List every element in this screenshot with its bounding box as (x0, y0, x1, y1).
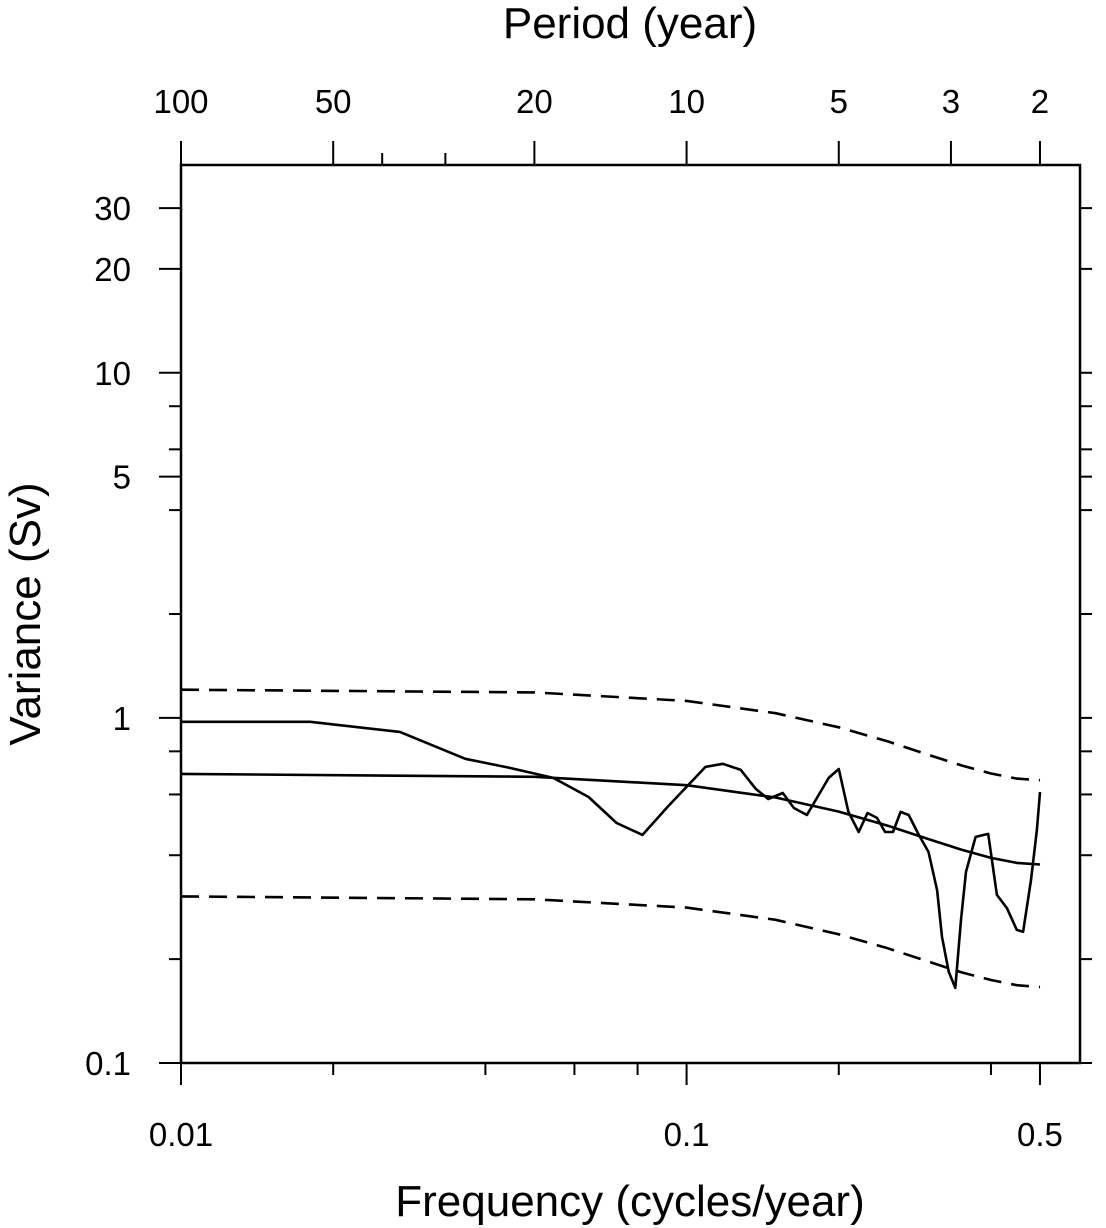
y-tick-label: 1 (113, 700, 131, 737)
y-tick-label: 30 (94, 190, 131, 227)
top-tick-label: 50 (315, 83, 352, 120)
spectrum-line (181, 720, 1042, 990)
y-axis-title: Variance (Sv) (1, 482, 50, 745)
plot-frame (179, 163, 1082, 1065)
axis-ticks: 0.01 0.1 0.5 100 50 20 10 5 3 2 0.1 1 5 10 20 30 (85, 83, 1092, 1153)
y-tick-label: 0.1 (85, 1045, 131, 1082)
red-noise-line (180, 772, 1041, 866)
x-axis-title: Frequency (cycles/year) (395, 1177, 864, 1226)
top-tick-label: 2 (1031, 83, 1049, 120)
y-tick-label: 20 (94, 251, 131, 288)
top-tick-label: 100 (153, 83, 208, 120)
x-tick-label: 0.01 (149, 1116, 213, 1153)
top-tick-label: 10 (668, 83, 705, 120)
x-tick-label: 0.1 (664, 1116, 710, 1153)
series-lines (180, 688, 1042, 990)
lower-confidence-line (180, 895, 1041, 989)
y-tick-label: 10 (94, 355, 131, 392)
top-tick-label: 3 (942, 83, 960, 120)
y-tick-label: 5 (113, 459, 131, 496)
top-axis-title: Period (year) (503, 0, 757, 48)
upper-confidence-line (180, 688, 1041, 782)
top-tick-label: 20 (516, 83, 553, 120)
x-tick-label: 0.5 (1017, 1116, 1063, 1153)
top-tick-label: 5 (830, 83, 848, 120)
